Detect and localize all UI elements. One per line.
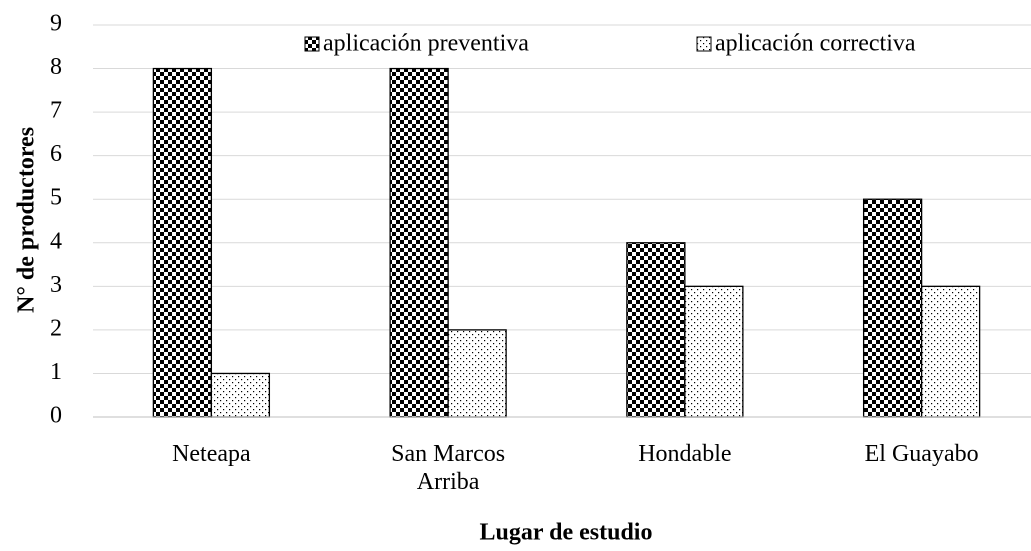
y-tick-label: 4 [50,228,62,254]
bar [626,242,686,418]
bar [210,372,271,418]
x-tick-label: Hondable [638,441,732,467]
legend-swatch [304,36,320,52]
legend-swatch [696,36,712,52]
bar [920,285,981,418]
y-tick-label: 7 [50,98,62,124]
x-axis-title: Lugar de estudio [480,520,653,546]
y-tick-label: 3 [50,272,62,298]
bar [389,67,449,418]
bar [152,67,213,418]
bar [862,198,923,418]
y-tick-label: 5 [50,185,62,211]
y-tick-label: 2 [50,315,62,341]
legend-label: aplicación preventiva [323,31,529,57]
y-tick-label: 6 [50,141,62,167]
y-tick-label: 1 [50,359,62,385]
x-tick-label: El Guayabo [864,441,979,467]
legend-label: aplicación correctiva [715,31,916,57]
bar [447,329,507,418]
y-tick-label: 0 [50,403,62,429]
x-tick-label: Neteapa [172,441,251,467]
bar [684,285,744,418]
y-axis-title: N° de productores [14,127,40,313]
y-tick-label: 9 [50,11,62,37]
y-tick-label: 8 [50,54,62,80]
x-tick-label: San Marcos Arriba [391,441,506,495]
